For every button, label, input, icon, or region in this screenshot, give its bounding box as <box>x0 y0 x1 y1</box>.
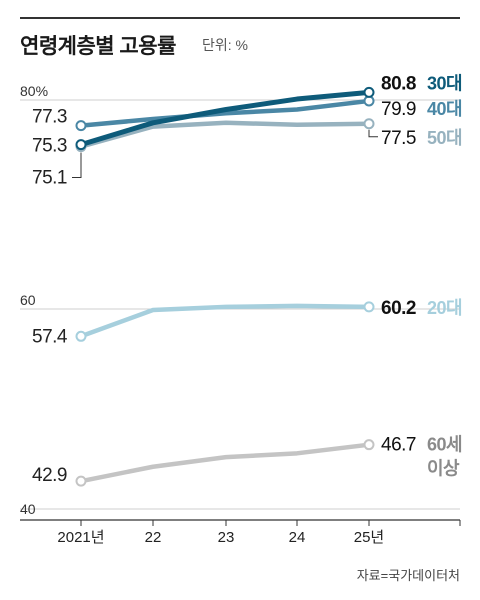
gridline-label-60: 60 <box>20 292 36 308</box>
last-value-label-60세 이상: 46.7 <box>381 435 416 456</box>
unit-label: 단위: % <box>202 37 248 53</box>
x-tick-label-3: 24 <box>289 529 306 546</box>
data-point-20대-0 <box>75 330 87 342</box>
x-tick-label-4: 25년 <box>354 529 385 546</box>
data-point-60세 이상-0 <box>75 475 87 487</box>
series-line-40대 <box>78 98 372 128</box>
first-value-label-20대: 57.4 <box>32 326 68 347</box>
last-value-label-50대: 77.5 <box>381 128 416 149</box>
data-point-50대-4 <box>363 118 375 130</box>
first-value-label-30대: 75.3 <box>32 136 67 157</box>
series-line-30대 <box>78 89 372 148</box>
top-rule <box>20 17 460 19</box>
series-line-20대 <box>78 303 372 339</box>
legend-label-20대-0: 20대 <box>427 298 462 318</box>
source-note: 자료=국가데이터처 <box>356 568 460 583</box>
x-tick-label-2: 23 <box>218 529 235 546</box>
data-point-40대-0 <box>75 120 87 132</box>
data-point-30대-4 <box>363 86 375 98</box>
legend-label-30대-0: 30대 <box>427 73 462 93</box>
chart-title: 연령계층별 고용률 <box>20 35 176 58</box>
last-value-label-30대: 80.8 <box>381 73 416 94</box>
x-tick-label-0: 2021년 <box>57 529 104 546</box>
first-value-label-60세 이상: 42.9 <box>32 465 67 486</box>
legend-label-50대-0: 50대 <box>427 128 462 148</box>
series-line-60세 이상 <box>78 442 372 484</box>
leader-line-50s-start <box>72 152 82 179</box>
leader-line-50s-end <box>368 129 378 138</box>
gridline-label-40: 40 <box>20 501 36 517</box>
gridline-label-80: 80% <box>20 83 48 99</box>
first-value-label-50대: 75.1 <box>32 168 67 189</box>
last-value-label-20대: 60.2 <box>381 298 416 319</box>
series-line-50대 <box>78 120 372 149</box>
legend-label-40대-0: 40대 <box>427 99 462 119</box>
x-tick-label-1: 22 <box>145 529 162 546</box>
data-point-30대-0 <box>75 139 87 151</box>
data-point-60세 이상-4 <box>363 439 375 451</box>
first-value-label-40대: 77.3 <box>32 107 67 128</box>
last-value-label-40대: 79.9 <box>381 99 416 120</box>
legend-label-60세 이상-0: 60세 <box>427 435 462 455</box>
legend-label-60세 이상-1: 이상 <box>427 459 460 479</box>
data-point-20대-4 <box>363 301 375 313</box>
